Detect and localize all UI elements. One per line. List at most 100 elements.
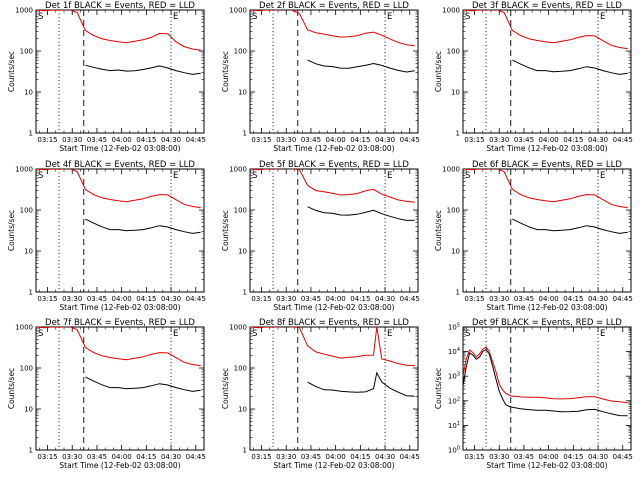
- x-tick-label: 03:15: [464, 295, 484, 303]
- x-tick-label: 04:15: [136, 295, 156, 303]
- y-tick-label: 1000: [15, 166, 33, 174]
- x-axis-label: Start Time (12-Feb-02 03:08:00): [59, 303, 180, 312]
- chart-title: Det 9f BLACK = Events, RED = LLD: [472, 318, 622, 328]
- chart-title: Det 1f BLACK = Events, RED = LLD: [45, 1, 195, 11]
- x-axis-label: Start Time (12-Feb-02 03:08:00): [59, 461, 180, 470]
- y-axis-label: Counts/sec: [221, 210, 230, 251]
- marker-label-e: E: [600, 171, 605, 181]
- y-tick-label: 1000: [442, 166, 460, 174]
- x-tick-label: 04:30: [375, 295, 395, 303]
- y-axis-label: Counts/sec: [7, 51, 16, 92]
- y-tick-label: 100: [234, 207, 247, 215]
- y-tick-label: 1000: [229, 324, 247, 332]
- y-tick-label: 100: [20, 207, 33, 215]
- x-tick-label: 03:30: [62, 136, 82, 144]
- x-tick-label: 04:00: [112, 295, 132, 303]
- y-tick-label: 10: [238, 89, 247, 97]
- x-axis-label: Start Time (12-Feb-02 03:08:00): [273, 144, 394, 153]
- chart-panel-1: Det 1f BLACK = Events, RED = LLD 1 10 100 10…: [7, 1, 206, 153]
- chart-panel-2: Det 2f BLACK = Events, RED = LLD 1 10 100 10…: [221, 1, 420, 153]
- x-tick-label: 04:30: [588, 295, 608, 303]
- chart-title: Det 2f BLACK = Events, RED = LLD: [259, 1, 409, 11]
- lld-series-line: [463, 10, 628, 50]
- chart-title: Det 6f BLACK = Events, RED = LLD: [472, 160, 622, 170]
- x-tick-label: 04:30: [161, 136, 181, 144]
- x-tick-label: 04:00: [539, 295, 559, 303]
- chart-panel-3: Det 3f BLACK = Events, RED = LLD 1 10 100 10…: [434, 1, 633, 153]
- y-tick-label: 100: [20, 365, 33, 373]
- x-tick-label: 04:00: [112, 136, 132, 144]
- marker-label-s: S: [465, 329, 470, 339]
- x-tick-label: 04:15: [563, 453, 583, 461]
- x-axis-label: Start Time (12-Feb-02 03:08:00): [486, 144, 607, 153]
- marker-label-e: E: [387, 12, 392, 22]
- y-tick-label: 102: [448, 396, 460, 405]
- x-tick-label: 03:15: [464, 136, 484, 144]
- y-axis-label: Counts/sec: [7, 368, 16, 409]
- y-tick-label: 105: [448, 323, 460, 332]
- chart-panel-8: Det 8f BLACK = Events, RED = LLD 1 10 100 10…: [221, 318, 420, 470]
- x-tick-label: 03:45: [514, 136, 534, 144]
- marker-label-s: S: [38, 329, 43, 339]
- events-series-line: [463, 348, 628, 417]
- events-series-line: [512, 59, 628, 75]
- x-tick-label: 03:45: [87, 453, 107, 461]
- x-axis-label: Start Time (12-Feb-02 03:08:00): [273, 461, 394, 470]
- plot-frame: [462, 326, 632, 451]
- y-tick-label: 1: [243, 130, 247, 138]
- x-tick-label: 03:15: [37, 453, 57, 461]
- y-tick-label: 1: [456, 289, 460, 297]
- lld-series-line: [463, 169, 628, 209]
- x-tick-label: 03:45: [514, 295, 534, 303]
- chart-panel-4: Det 4f BLACK = Events, RED = LLD 1 10 100 10…: [7, 160, 206, 312]
- marker-label-e: E: [173, 12, 178, 22]
- events-series-line: [307, 371, 415, 397]
- y-tick-label: 100: [447, 207, 460, 215]
- marker-label-e: E: [600, 329, 605, 339]
- y-tick-label: 1: [29, 289, 33, 297]
- y-axis-label: Counts/sec: [221, 51, 230, 92]
- plot-frame: [249, 168, 419, 293]
- plot-frame: [35, 9, 205, 134]
- y-tick-label: 1: [243, 447, 247, 455]
- x-tick-label: 04:15: [563, 295, 583, 303]
- lld-series-line: [36, 10, 201, 51]
- x-tick-label: 03:15: [251, 295, 271, 303]
- y-tick-label: 10: [24, 406, 33, 414]
- chart-panel-6: Det 6f BLACK = Events, RED = LLD 1 10 100 10…: [434, 160, 633, 312]
- x-tick-label: 04:15: [136, 453, 156, 461]
- marker-label-e: E: [600, 12, 605, 22]
- chart-title: Det 5f BLACK = Events, RED = LLD: [259, 160, 409, 170]
- x-tick-label: 04:45: [186, 453, 206, 461]
- y-axis-label: Counts/sec: [434, 210, 443, 251]
- x-tick-label: 03:30: [489, 136, 509, 144]
- marker-label-s: S: [465, 12, 470, 22]
- x-tick-label: 03:45: [87, 295, 107, 303]
- x-tick-label: 04:45: [613, 295, 633, 303]
- chart-panel-7: Det 7f BLACK = Events, RED = LLD 1 10 100 10…: [7, 318, 206, 470]
- x-tick-label: 04:15: [350, 453, 370, 461]
- x-tick-label: 03:30: [276, 295, 296, 303]
- x-tick-label: 03:15: [37, 136, 57, 144]
- x-axis-label: Start Time (12-Feb-02 03:08:00): [486, 461, 607, 470]
- marker-label-e: E: [173, 171, 178, 181]
- x-tick-label: 04:30: [161, 453, 181, 461]
- chart-title: Det 8f BLACK = Events, RED = LLD: [259, 318, 409, 328]
- x-tick-label: 04:00: [112, 453, 132, 461]
- lld-series-line: [250, 169, 415, 203]
- plot-frame: [462, 9, 632, 134]
- x-tick-label: 04:00: [326, 295, 346, 303]
- x-tick-label: 04:30: [375, 453, 395, 461]
- lld-series-line: [463, 346, 628, 404]
- plot-frame: [35, 168, 205, 293]
- y-tick-label: 1000: [229, 7, 247, 15]
- events-series-line: [85, 376, 201, 392]
- y-tick-label: 10: [24, 89, 33, 97]
- events-series-line: [307, 59, 415, 73]
- plot-frame: [249, 9, 419, 134]
- y-tick-label: 1: [243, 289, 247, 297]
- x-tick-label: 03:15: [251, 136, 271, 144]
- y-tick-label: 10: [451, 248, 460, 256]
- y-tick-label: 103: [448, 372, 460, 381]
